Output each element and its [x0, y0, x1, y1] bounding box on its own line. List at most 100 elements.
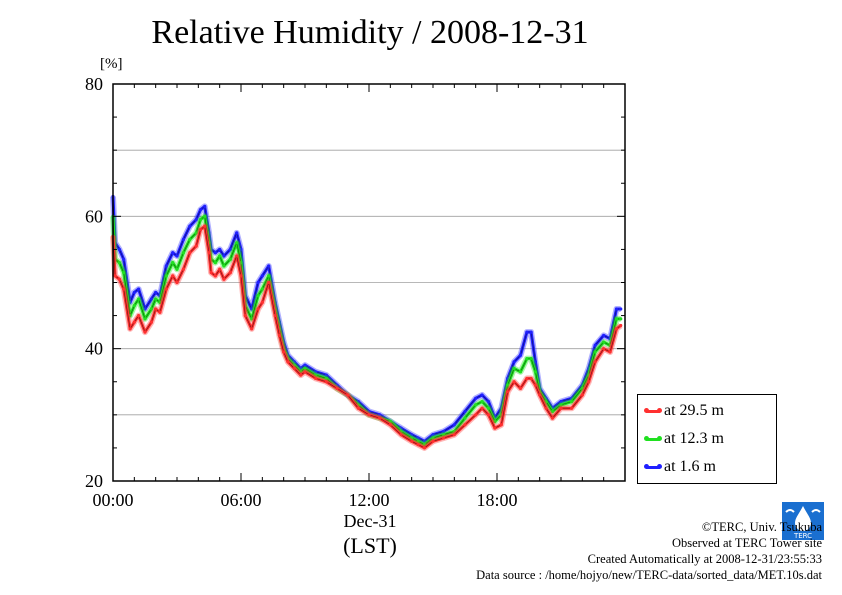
data-point	[213, 251, 217, 255]
data-point	[388, 423, 392, 427]
data-point	[518, 386, 523, 390]
legend-label: at 12.3 m	[664, 430, 724, 447]
data-point	[474, 396, 478, 400]
data-point	[218, 247, 222, 252]
data-source-line: Data source : /home/hojyo/new/TERC-data/…	[476, 568, 822, 582]
data-point	[188, 251, 192, 255]
data-point	[235, 231, 239, 235]
data-point	[559, 403, 563, 407]
data-point	[614, 317, 619, 321]
legend-item-29-5m: at 29.5 m	[644, 401, 724, 421]
observation-site-line: Observed at TERC Tower site	[671, 536, 822, 550]
data-point	[143, 330, 147, 334]
x-tick-label: 18:00	[476, 490, 517, 510]
data-point	[239, 261, 243, 265]
data-point	[218, 254, 222, 258]
tick-labels: 00:00 06:00 12:00 18:00 20 40 60 80	[85, 74, 518, 510]
data-point	[203, 204, 207, 209]
data-point	[132, 320, 136, 324]
data-point	[550, 416, 555, 420]
data-point	[171, 274, 175, 278]
data-point	[239, 247, 243, 252]
data-point	[442, 436, 446, 440]
data-point	[493, 419, 497, 424]
data-point	[303, 363, 307, 367]
data-point	[314, 370, 318, 374]
data-point	[431, 433, 435, 437]
data-point	[209, 270, 213, 275]
data-point	[463, 423, 467, 427]
data-point	[416, 436, 420, 440]
x-axis-timezone-label: (LST)	[343, 533, 397, 558]
logo-text: TERC	[793, 532, 812, 540]
data-point	[282, 350, 286, 354]
data-point	[533, 360, 538, 364]
data-point	[388, 419, 392, 424]
data-point	[143, 317, 147, 321]
data-point	[378, 416, 382, 420]
data-point	[431, 436, 435, 440]
data-point	[175, 254, 179, 258]
data-point	[442, 429, 446, 433]
legend-swatch-blue	[644, 463, 662, 469]
data-point	[559, 406, 563, 410]
data-point	[480, 393, 484, 397]
credits: ©TERC, Univ. Tsukuba Observed at TERC To…	[476, 519, 822, 583]
data-point	[194, 231, 198, 235]
data-point	[422, 446, 427, 450]
created-line: Created Automatically at 2008-12-31/23:5…	[587, 552, 822, 566]
data-point	[250, 317, 254, 321]
data-point	[303, 370, 307, 374]
data-point	[544, 400, 548, 404]
data-point	[137, 313, 141, 318]
data-point	[122, 287, 126, 291]
data-point	[260, 287, 264, 291]
data-point	[267, 264, 271, 268]
data-point	[593, 343, 597, 347]
data-point	[608, 350, 612, 354]
data-point	[218, 267, 222, 271]
data-point	[499, 423, 503, 427]
data-point	[356, 406, 360, 410]
data-point	[525, 376, 529, 381]
data-point	[194, 244, 198, 248]
data-point	[410, 436, 414, 440]
y-axis-unit: [%]	[100, 56, 123, 72]
data-point	[314, 373, 318, 377]
data-point	[474, 403, 478, 407]
data-point	[580, 393, 584, 397]
data-point	[529, 356, 533, 361]
data-point	[480, 400, 484, 404]
data-point	[267, 280, 271, 285]
data-point	[619, 323, 623, 328]
data-point	[154, 307, 158, 311]
data-point	[181, 267, 185, 271]
data-point	[132, 304, 136, 308]
data-point	[222, 254, 226, 258]
grid-lines	[113, 149, 625, 416]
y-tick-label: 60	[85, 206, 103, 226]
data-point	[378, 413, 382, 417]
data-point	[117, 247, 121, 252]
data-point	[128, 327, 132, 331]
data-point	[324, 373, 328, 377]
data-point	[538, 393, 542, 397]
y-tick-label: 40	[85, 339, 103, 359]
data-point	[410, 433, 414, 437]
data-point	[250, 307, 254, 311]
data-point	[154, 290, 158, 295]
data-point	[256, 280, 260, 285]
data-point	[277, 333, 281, 338]
data-point	[587, 380, 591, 384]
data-point	[486, 413, 491, 417]
data-point	[137, 287, 141, 291]
legend-swatch-red	[644, 407, 662, 413]
data-point	[614, 307, 619, 311]
data-point	[416, 443, 420, 447]
data-point	[593, 350, 597, 354]
data-point	[525, 356, 529, 361]
data-point	[235, 241, 239, 245]
data-point	[570, 406, 574, 410]
data-point	[602, 347, 606, 351]
data-point	[164, 264, 168, 268]
